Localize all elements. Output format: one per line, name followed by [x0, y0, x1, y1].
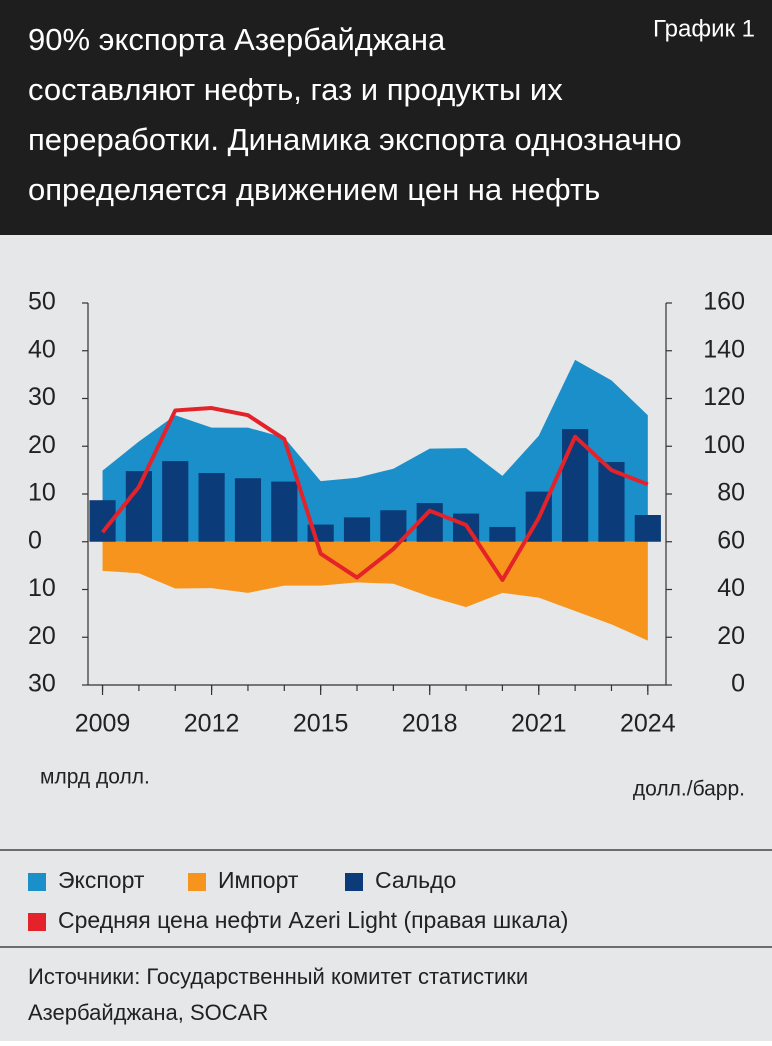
y-tick-label: 50: [28, 288, 56, 316]
bar: [380, 510, 407, 542]
source: Азербайджана, SOCAR: [28, 1000, 268, 1025]
y2-tick-label: 100: [703, 431, 745, 459]
y2-tick-label: 140: [703, 335, 745, 363]
bar: [234, 478, 262, 542]
y2-axis-label: долл./барр.: [633, 778, 745, 801]
y-tick-label: 20: [28, 622, 56, 650]
source: Источники: Государственный комитет стати…: [28, 964, 528, 989]
y-tick-label: 20: [28, 431, 56, 459]
bar: [125, 471, 152, 542]
chart-title: составляют нефть, газ и продукты их: [28, 72, 563, 107]
y2-tick-label: 20: [717, 622, 745, 650]
bar: [634, 515, 661, 542]
legend-label: Импорт: [218, 867, 299, 893]
x-tick-label: 2009: [75, 710, 131, 738]
y2-tick-label: 40: [717, 574, 745, 602]
bar: [162, 461, 189, 542]
bar: [562, 429, 589, 542]
x-tick-label: 2015: [293, 710, 349, 738]
bar: [343, 517, 371, 542]
bar: [271, 481, 298, 542]
y2-tick-label: 60: [717, 526, 745, 554]
legend-label: Средняя цена нефти Azeri Light (правая ш…: [58, 907, 568, 933]
y-axis-label: млрд долл.: [40, 766, 150, 789]
x-tick-label: 2012: [184, 710, 240, 738]
legend-swatch: [345, 873, 363, 891]
chart-title: переработки. Динамика экспорта однозначн…: [28, 122, 682, 157]
bar: [489, 526, 516, 542]
y2-tick-label: 120: [703, 383, 745, 411]
legend-label: Экспорт: [58, 867, 145, 893]
line: [100, 406, 649, 582]
legend-swatch: [28, 913, 46, 931]
header: [0, 0, 772, 235]
y-tick-label: 0: [28, 526, 42, 554]
y2-tick-label: 80: [717, 479, 745, 507]
x-tick-label: 2024: [620, 710, 676, 738]
y-tick-label: 30: [28, 670, 56, 698]
y2-tick-label: 0: [731, 670, 745, 698]
chart-label: График 1: [653, 15, 755, 42]
x-tick-label: 2018: [402, 710, 458, 738]
legend-swatch: [188, 873, 206, 891]
bar: [198, 472, 225, 542]
y2-tick-label: 160: [703, 288, 745, 316]
y-tick-label: 40: [28, 335, 56, 363]
y-tick-label: 10: [28, 574, 56, 602]
x-tick-label: 2021: [511, 710, 567, 738]
y-tick-label: 10: [28, 479, 56, 507]
chart-title: определяется движением цен на нефть: [28, 172, 600, 207]
y-tick-label: 30: [28, 383, 56, 411]
chart-title: 90% экспорта Азербайджана: [28, 22, 446, 57]
legend-label: Сальдо: [375, 867, 456, 893]
legend-swatch: [28, 873, 46, 891]
